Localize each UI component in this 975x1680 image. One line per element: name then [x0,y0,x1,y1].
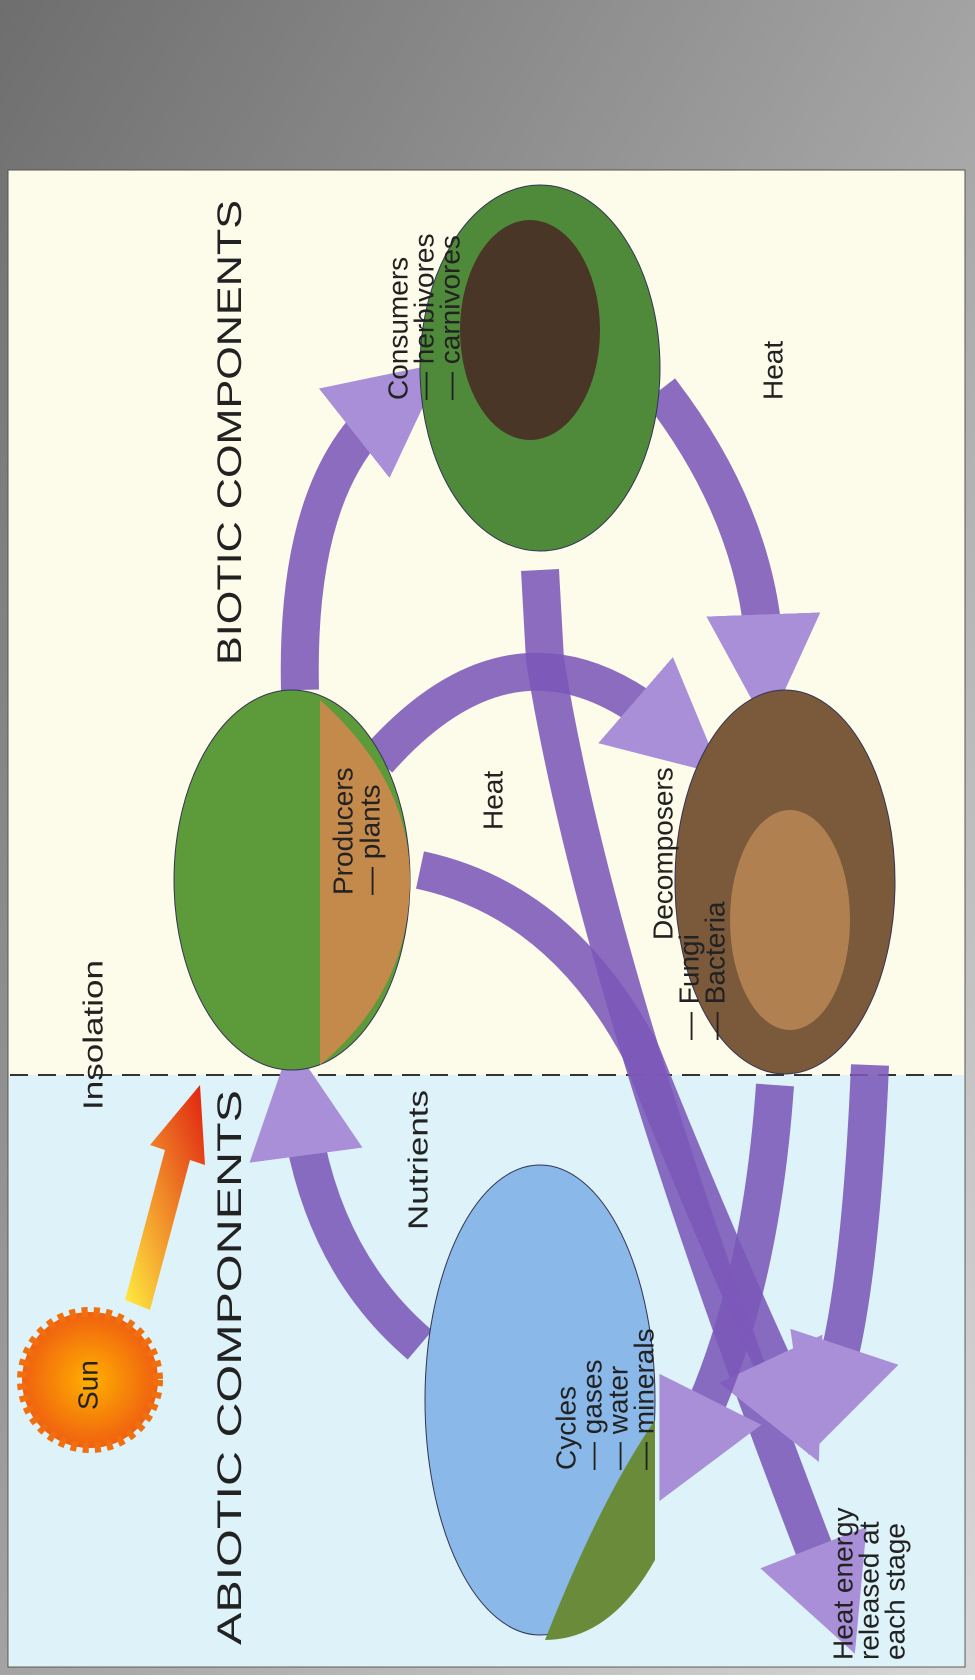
heat-label: Heat [477,771,508,830]
node-label: Decomposers [647,767,678,940]
node-label: — Bacteria [699,901,730,1040]
insolation-label: Insolation [77,960,108,1110]
node-label: — carnivores [434,235,465,400]
nutrients-label: Nutrients [402,1090,433,1230]
node-label: — plants [354,785,385,896]
abiotic-title: ABIOTIC COMPONENTS [211,1090,249,1645]
diagram: ABIOTIC COMPONENTS BIOTIC COMPONENTS Sun… [0,0,975,1675]
heat-release-label: each stage [879,1523,910,1660]
biotic-title: BIOTIC COMPONENTS [211,200,249,665]
page: ABIOTIC COMPONENTS BIOTIC COMPONENTS Sun… [0,0,975,1675]
mushroom [730,810,850,1030]
sun-label: Sun [72,1360,103,1410]
node-label: — minerals [628,1328,659,1470]
animal [460,220,600,440]
heat-label: Heat [757,341,788,400]
